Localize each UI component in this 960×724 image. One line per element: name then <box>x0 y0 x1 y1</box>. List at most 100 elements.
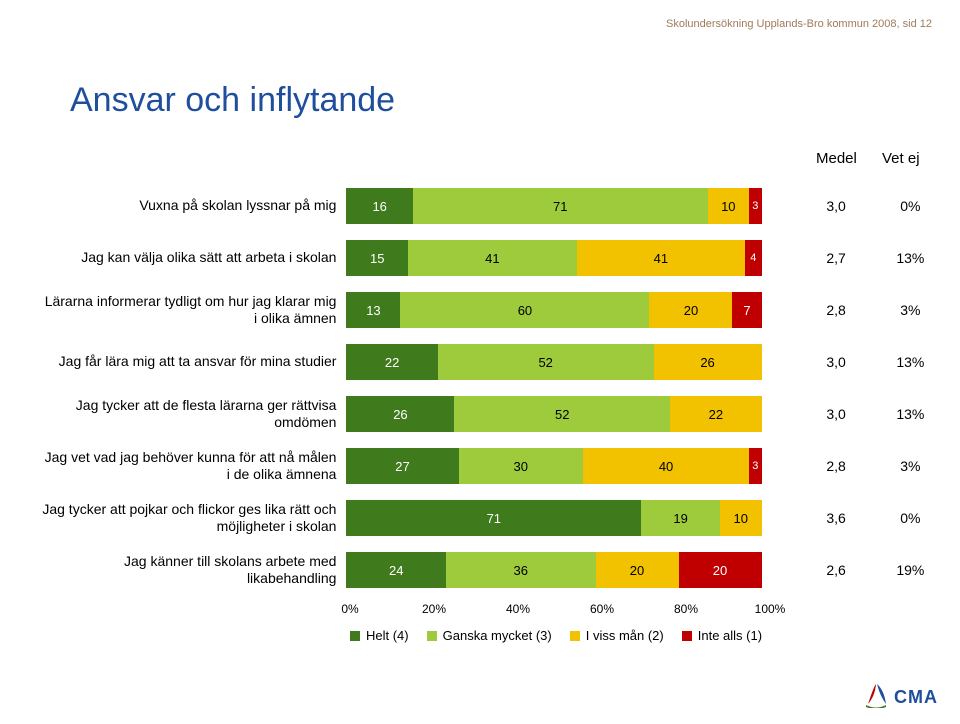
stacked-bar: 711910 <box>346 500 761 536</box>
bar-segment: 60 <box>400 292 649 328</box>
bar-area: 1541414 <box>346 240 761 276</box>
legend-item: Ganska mycket (3) <box>427 628 552 643</box>
legend-swatch <box>570 631 580 641</box>
bar-segment: 7 <box>732 292 761 328</box>
bar-segment: 71 <box>346 500 641 536</box>
bar-area: 225226 <box>346 344 761 380</box>
legend-label: Helt (4) <box>366 628 409 643</box>
chart-row: Jag får lära mig att ta ansvar för mina … <box>40 336 940 388</box>
vetej-value: 0% <box>871 198 940 214</box>
bar-segment: 20 <box>649 292 732 328</box>
page-title: Ansvar och inflytande <box>70 81 395 120</box>
bar-area: 1671103 <box>346 188 761 224</box>
legend-label: Inte alls (1) <box>698 628 762 643</box>
chart-row: Jag vet vad jag behöver kunna för att nå… <box>40 440 940 492</box>
legend-swatch <box>350 631 360 641</box>
legend-label: Ganska mycket (3) <box>443 628 552 643</box>
medel-value: 2,8 <box>762 302 871 318</box>
row-label: Lärarna informerar tydligt om hur jag kl… <box>40 293 346 328</box>
bar-segment: 40 <box>583 448 749 484</box>
bar-segment: 26 <box>346 396 454 432</box>
medel-value: 3,0 <box>762 198 871 214</box>
slide-root: Skolundersökning Upplands-Bro kommun 200… <box>0 0 960 724</box>
bar-segment: 3 <box>749 188 761 224</box>
chart-row: Jag tycker att pojkar och flickor ges li… <box>40 492 940 544</box>
axis-tick: 60% <box>590 602 614 616</box>
bar-segment: 13 <box>346 292 400 328</box>
stacked-bar: 24362020 <box>346 552 761 588</box>
legend-item: I viss mån (2) <box>570 628 664 643</box>
axis-tick: 20% <box>422 602 446 616</box>
page-header: Skolundersökning Upplands-Bro kommun 200… <box>666 18 932 30</box>
medel-value: 2,8 <box>762 458 871 474</box>
bar-segment: 22 <box>346 344 437 380</box>
legend-swatch <box>427 631 437 641</box>
bar-segment: 20 <box>679 552 762 588</box>
vetej-value: 0% <box>871 510 940 526</box>
bar-segment: 71 <box>413 188 708 224</box>
stacked-bar: 2730403 <box>346 448 761 484</box>
vetej-value: 13% <box>871 250 940 266</box>
bar-segment: 24 <box>346 552 446 588</box>
medel-value: 3,0 <box>762 406 871 422</box>
chart-row: Jag tycker att de flesta lärarna ger rät… <box>40 388 940 440</box>
bar-segment: 16 <box>346 188 412 224</box>
col-header-medel: Medel <box>816 150 857 167</box>
bar-segment: 36 <box>446 552 595 588</box>
bar-segment: 41 <box>408 240 576 276</box>
row-label: Jag känner till skolans arbete med likab… <box>40 553 346 588</box>
legend-item: Inte alls (1) <box>682 628 762 643</box>
bar-segment: 15 <box>346 240 408 276</box>
stacked-bar: 1541414 <box>346 240 761 276</box>
medel-value: 2,7 <box>762 250 871 266</box>
logo-sail-icon <box>864 682 888 708</box>
legend-swatch <box>682 631 692 641</box>
chart-row: Jag kan välja olika sätt att arbeta i sk… <box>40 232 940 284</box>
bar-area: 265222 <box>346 396 761 432</box>
chart-row: Vuxna på skolan lyssnar på mig16711033,0… <box>40 180 940 232</box>
bar-area: 2730403 <box>346 448 761 484</box>
logo-text: CMA <box>894 687 938 708</box>
medel-value: 2,6 <box>762 562 871 578</box>
bar-segment: 19 <box>641 500 720 536</box>
bar-segment: 27 <box>346 448 458 484</box>
bar-segment: 4 <box>745 240 761 276</box>
stacked-bar: 1360207 <box>346 292 761 328</box>
vetej-value: 3% <box>871 302 940 318</box>
bar-segment: 52 <box>454 396 670 432</box>
medel-value: 3,6 <box>762 510 871 526</box>
vetej-value: 13% <box>871 406 940 422</box>
bar-segment: 52 <box>438 344 654 380</box>
row-label: Jag tycker att de flesta lärarna ger rät… <box>40 397 346 432</box>
row-label: Jag vet vad jag behöver kunna för att nå… <box>40 449 346 484</box>
chart-row: Jag känner till skolans arbete med likab… <box>40 544 940 596</box>
bar-segment: 10 <box>720 500 762 536</box>
stacked-bar-chart: Vuxna på skolan lyssnar på mig16711033,0… <box>40 180 940 596</box>
row-label: Jag kan välja olika sätt att arbeta i sk… <box>40 249 346 267</box>
row-label: Jag får lära mig att ta ansvar för mina … <box>40 353 346 371</box>
axis-tick: 0% <box>341 602 358 616</box>
row-label: Jag tycker att pojkar och flickor ges li… <box>40 501 346 536</box>
bar-segment: 20 <box>596 552 679 588</box>
cma-logo: CMA <box>864 682 938 708</box>
bar-area: 1360207 <box>346 292 761 328</box>
stacked-bar: 1671103 <box>346 188 761 224</box>
legend-label: I viss mån (2) <box>586 628 664 643</box>
chart-legend: Helt (4) Ganska mycket (3) I viss mån (2) I… <box>350 628 850 643</box>
x-axis: 0%20%40%60%80%100% <box>350 602 770 622</box>
bar-area: 24362020 <box>346 552 761 588</box>
bar-segment: 10 <box>708 188 750 224</box>
vetej-value: 13% <box>871 354 940 370</box>
bar-segment: 41 <box>577 240 745 276</box>
vetej-value: 3% <box>871 458 940 474</box>
bar-segment: 3 <box>749 448 761 484</box>
col-header-vetej: Vet ej <box>882 150 920 167</box>
chart-row: Lärarna informerar tydligt om hur jag kl… <box>40 284 940 336</box>
axis-tick: 80% <box>674 602 698 616</box>
bar-segment: 26 <box>654 344 762 380</box>
axis-tick: 40% <box>506 602 530 616</box>
bar-segment: 22 <box>670 396 761 432</box>
vetej-value: 19% <box>871 562 940 578</box>
bar-area: 711910 <box>346 500 761 536</box>
legend-item: Helt (4) <box>350 628 409 643</box>
